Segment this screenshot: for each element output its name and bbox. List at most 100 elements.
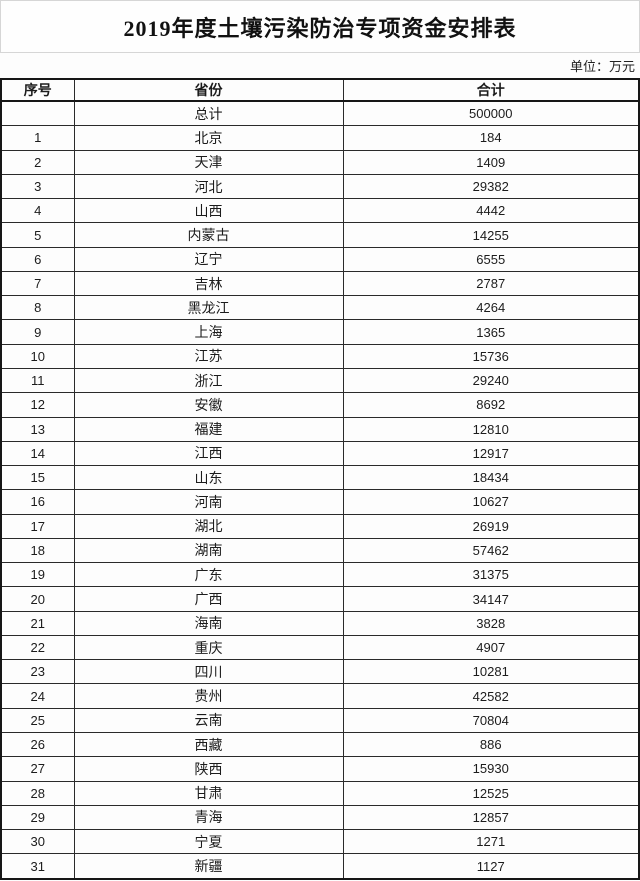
- row-amount-cell: 42582: [342, 683, 640, 709]
- row-amount-cell: 29240: [342, 367, 640, 394]
- table-row: 3 河北 29382: [0, 173, 640, 200]
- row-index-cell: 5: [0, 222, 75, 248]
- row-amount-cell: 12810: [342, 416, 640, 442]
- row-index-cell: 30: [0, 829, 75, 855]
- row-province-cell: 上海: [73, 319, 344, 345]
- row-province-cell: 湖南: [73, 537, 344, 564]
- row-amount-cell: 10627: [342, 489, 640, 515]
- row-amount-cell: 12917: [342, 440, 640, 467]
- row-index-cell: 13: [0, 416, 75, 442]
- row-index-cell: 29: [0, 804, 75, 831]
- row-province-cell: 海南: [73, 610, 344, 636]
- row-amount-cell: 14255: [342, 222, 640, 248]
- row-index-cell: 14: [0, 440, 75, 467]
- header-row: 序号 省份 合计: [0, 78, 640, 102]
- table-row: 2 天津 1409: [0, 149, 640, 175]
- table-row: 21 海南 3828: [0, 610, 640, 636]
- row-province-cell: 甘肃: [73, 780, 344, 806]
- row-index-cell: 25: [0, 707, 75, 733]
- row-index-cell: 19: [0, 562, 75, 588]
- row-province-cell: 广西: [73, 586, 344, 612]
- row-amount-cell: 26919: [342, 513, 640, 539]
- row-index-cell: 27: [0, 756, 75, 782]
- row-province-cell: 天津: [73, 149, 344, 175]
- table-row: 26 西藏 886: [0, 731, 640, 758]
- table-row: 14 江西 12917: [0, 440, 640, 467]
- row-amount-cell: 10281: [342, 659, 640, 685]
- row-amount-cell: 4264: [342, 295, 640, 321]
- row-province-cell: 宁夏: [73, 829, 344, 855]
- table-row: 17 湖北 26919: [0, 513, 640, 539]
- row-province-cell: 浙江: [73, 367, 344, 394]
- table-row: 24 贵州 42582: [0, 683, 640, 709]
- table-row: 20 广西 34147: [0, 586, 640, 612]
- row-index-cell: 7: [0, 270, 75, 297]
- total-row: 总计 500000: [0, 100, 640, 127]
- row-province-cell: 河北: [73, 173, 344, 200]
- row-province-cell: 江西: [73, 440, 344, 467]
- row-province-cell: 西藏: [73, 731, 344, 758]
- row-index-cell: 8: [0, 295, 75, 321]
- row-amount-cell: 18434: [342, 465, 640, 491]
- table-row: 31 新疆 1127: [0, 853, 640, 880]
- row-amount-cell: 12857: [342, 804, 640, 831]
- header-province: 省份: [73, 78, 344, 102]
- row-province-cell: 山东: [73, 465, 344, 491]
- row-index-cell: 1: [0, 125, 75, 151]
- row-province-cell: 青海: [73, 804, 344, 831]
- table-row: 13 福建 12810: [0, 416, 640, 442]
- table-row: 11 浙江 29240: [0, 367, 640, 394]
- row-amount-cell: 1409: [342, 149, 640, 175]
- table-row: 23 四川 10281: [0, 659, 640, 685]
- row-province-cell: 四川: [73, 659, 344, 685]
- row-index-cell: 28: [0, 780, 75, 806]
- row-index-cell: 16: [0, 489, 75, 515]
- row-province-cell: 重庆: [73, 634, 344, 661]
- table-row: 7 吉林 2787: [0, 270, 640, 297]
- row-amount-cell: 886: [342, 731, 640, 758]
- row-index-cell: 26: [0, 731, 75, 758]
- table-row: 16 河南 10627: [0, 489, 640, 515]
- row-province-cell: 吉林: [73, 270, 344, 297]
- row-amount-cell: 15736: [342, 343, 640, 370]
- row-index-cell: 15: [0, 465, 75, 491]
- row-index-cell: 11: [0, 367, 75, 394]
- title-box: 2019年度土壤污染防治专项资金安排表: [0, 0, 640, 53]
- table-body: 总计 500000 1 北京 184 2 天津 1409 3 河北 29382 4 山西 4442 5 内…: [0, 100, 640, 880]
- table-row: 5 内蒙古 14255: [0, 222, 640, 248]
- header-total: 合计: [342, 78, 640, 102]
- table-row: 27 陕西 15930: [0, 756, 640, 782]
- table-row: 15 山东 18434: [0, 465, 640, 491]
- row-province-cell: 贵州: [73, 683, 344, 709]
- row-amount-cell: 1127: [342, 853, 640, 880]
- table-row: 29 青海 12857: [0, 804, 640, 831]
- table-row: 10 江苏 15736: [0, 343, 640, 370]
- row-index-cell: 6: [0, 246, 75, 272]
- table-row: 18 湖南 57462: [0, 537, 640, 564]
- row-amount-cell: 184: [342, 125, 640, 151]
- row-index-cell: 23: [0, 659, 75, 685]
- row-amount-cell: 4907: [342, 634, 640, 661]
- page-title: 2019年度土壤污染防治专项资金安排表: [123, 15, 517, 41]
- row-amount-cell: 34147: [342, 586, 640, 612]
- table-row: 28 甘肃 12525: [0, 780, 640, 806]
- table-row: 25 云南 70804: [0, 707, 640, 733]
- row-amount-cell: 57462: [342, 537, 640, 564]
- row-amount-cell: 6555: [342, 246, 640, 272]
- row-province-cell: 河南: [73, 489, 344, 515]
- row-index-cell: 3: [0, 173, 75, 200]
- table-row: 19 广东 31375: [0, 562, 640, 588]
- row-province-cell: 新疆: [73, 853, 344, 880]
- header-index: 序号: [0, 78, 75, 102]
- row-amount-cell: 31375: [342, 562, 640, 588]
- row-index-cell: 18: [0, 537, 75, 564]
- row-index-cell: 12: [0, 392, 75, 418]
- row-index-cell: 21: [0, 610, 75, 636]
- row-province-cell: 福建: [73, 416, 344, 442]
- unit-note: 单位：万元: [569, 59, 635, 74]
- row-index-cell: 24: [0, 683, 75, 709]
- row-index-cell: 4: [0, 198, 75, 224]
- row-province-cell: 江苏: [73, 343, 344, 370]
- row-province-cell: 云南: [73, 707, 344, 733]
